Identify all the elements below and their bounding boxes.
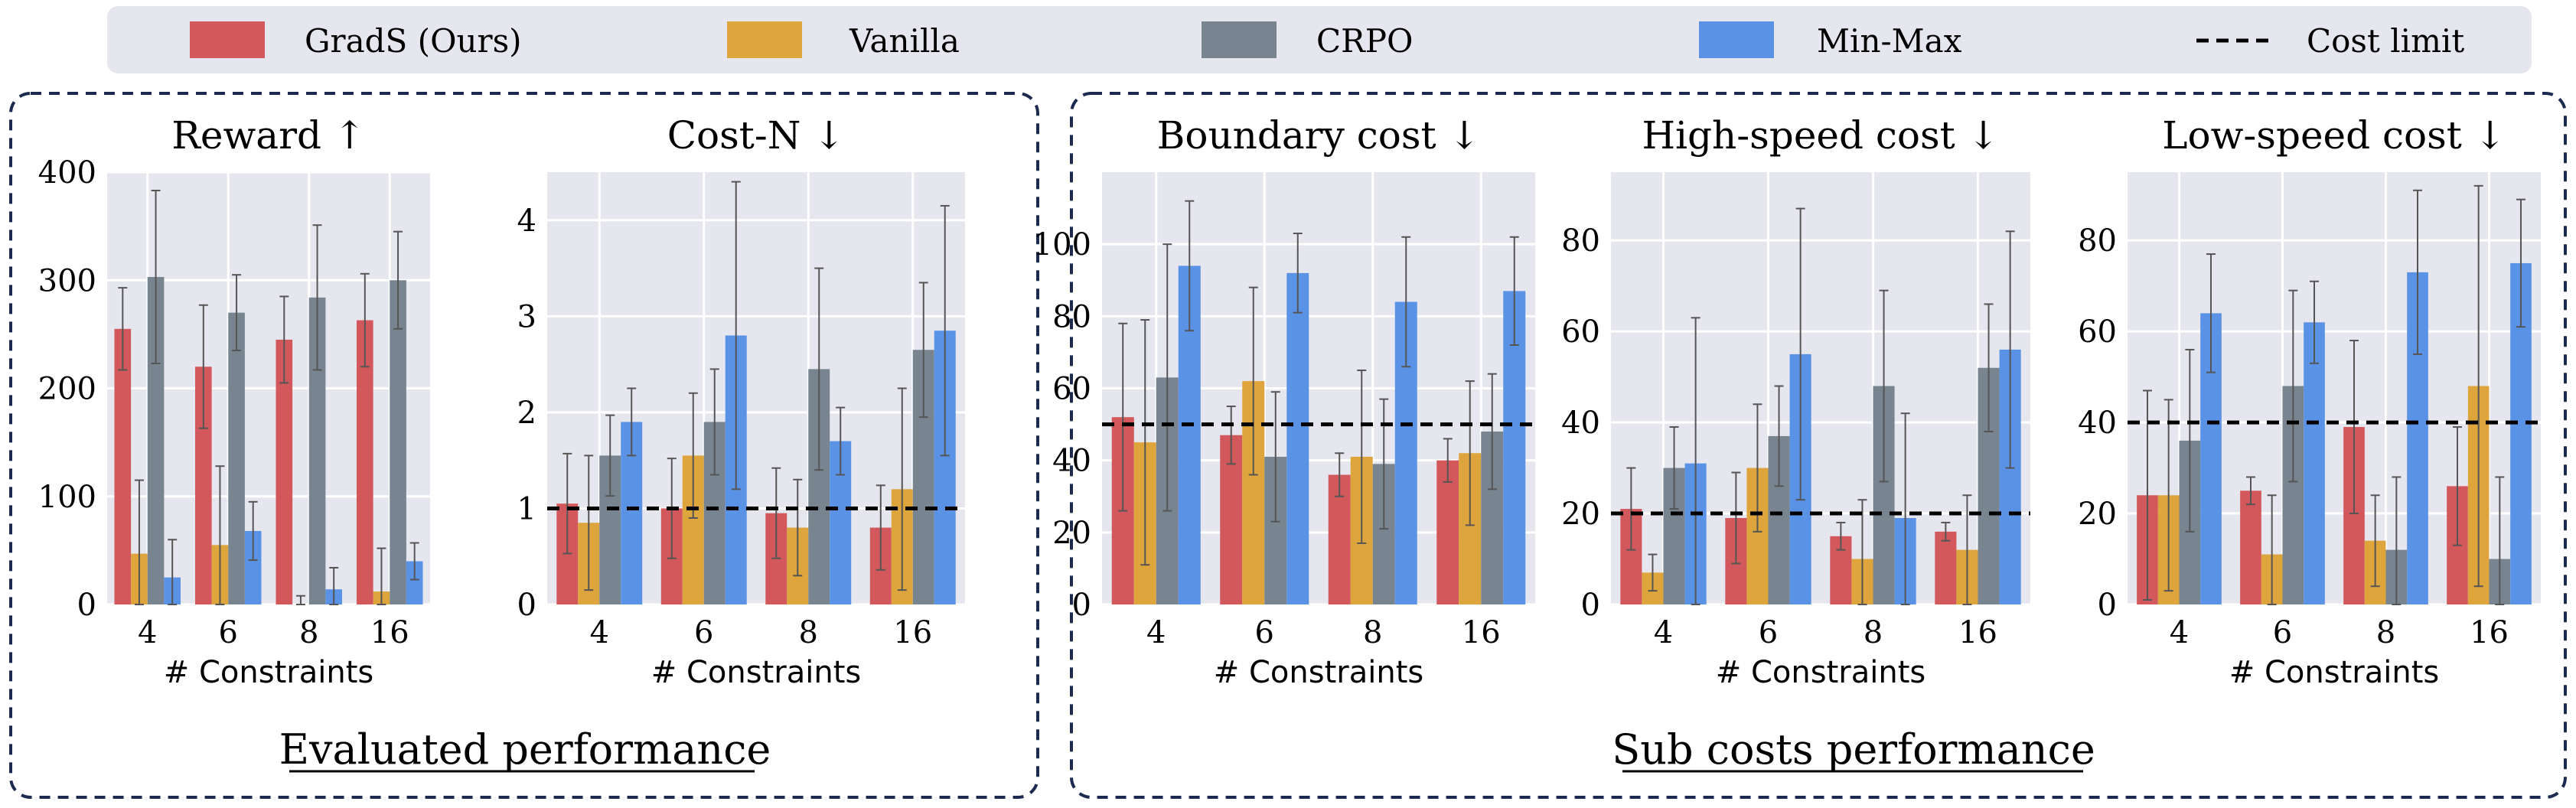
y-tick-label: 20: [2078, 497, 2117, 532]
panel-title: Low-speed cost ↓: [2162, 113, 2506, 158]
y-tick-label: 4: [517, 204, 536, 239]
x-tick-label: 8: [1363, 615, 1382, 650]
x-tick-label: 4: [138, 615, 157, 650]
bar-grads: [356, 320, 373, 604]
y-tick-label: 40: [1052, 444, 1091, 479]
y-tick-label: 1: [517, 491, 536, 526]
legend-label-minmax: Min-Max: [1817, 22, 1962, 60]
bar-minmax: [244, 530, 262, 604]
x-tick-label: 16: [1462, 615, 1501, 650]
y-tick-label: 60: [1561, 314, 1600, 350]
x-axis-label: # Constraints: [651, 655, 861, 690]
x-tick-label: 8: [299, 615, 318, 650]
bar-minmax: [2304, 322, 2325, 604]
legend-swatch-vanilla: [727, 21, 802, 58]
legend-swatch-minmax: [1699, 21, 1774, 58]
x-tick-label: 4: [1146, 615, 1166, 650]
panel-title: Cost-N ↓: [667, 113, 846, 158]
x-axis-label: # Constraints: [1214, 655, 1423, 690]
x-tick-label: 6: [1759, 615, 1778, 650]
y-tick-label: 0: [517, 588, 536, 623]
legend-swatch-crpo: [1202, 21, 1277, 58]
group-label-evaluated: Evaluated performance: [279, 725, 771, 774]
panel-boundary-cost: 0 20 40 60 80 100 4 6 8 16 # Constraints Boundary c…: [1033, 113, 1535, 690]
panel-cost-n: 0 1 2 3 4 4 6 8 16 # Constraints Cost-N ↓: [517, 113, 965, 690]
group-frame-subcosts: [1070, 92, 2567, 799]
bar-minmax: [1286, 272, 1309, 604]
x-tick-label: 16: [370, 615, 409, 650]
y-tick-label: 400: [38, 155, 96, 191]
y-tick-label: 0: [2098, 588, 2117, 623]
y-tick-label: 60: [1052, 372, 1091, 407]
bar-grads: [114, 328, 132, 604]
bar-grads: [276, 339, 293, 604]
x-tick-label: 16: [2470, 615, 2509, 650]
y-tick-label: 60: [2078, 314, 2117, 350]
legend-label-crpo: CRPO: [1316, 22, 1413, 60]
y-tick-label: 2: [517, 396, 536, 431]
y-tick-label: 20: [1561, 497, 1600, 532]
x-tick-label: 8: [799, 615, 818, 650]
x-axis-label: # Constraints: [1716, 655, 1925, 690]
bar-grads: [2240, 490, 2261, 604]
y-tick-label: 100: [38, 480, 96, 515]
x-tick-label: 4: [590, 615, 609, 650]
panel-title: Boundary cost ↓: [1157, 113, 1481, 158]
panel-low-speed-cost: 0 20 40 60 80 4 6 8 16 # Constraints Low-speed cos…: [2078, 113, 2541, 690]
x-tick-label: 8: [1864, 615, 1883, 650]
panel-high-speed-cost: 0 20 40 60 80 4 6 8 16 # Constraints High-speed co…: [1561, 113, 2030, 690]
x-tick-label: 4: [2170, 615, 2189, 650]
y-tick-label: 0: [77, 588, 96, 623]
legend-label-grads: GradS (Ours): [305, 22, 522, 60]
y-tick-label: 200: [38, 372, 96, 407]
x-tick-label: 8: [2376, 615, 2395, 650]
x-tick-label: 6: [694, 615, 713, 650]
bar-crpo: [308, 297, 326, 604]
y-tick-label: 40: [1561, 406, 1600, 441]
group-label-subcosts: Sub costs performance: [1612, 725, 2095, 774]
legend-swatch-grads: [190, 21, 265, 58]
group-frame-evaluated: [9, 92, 1039, 799]
y-tick-label: 80: [1561, 223, 1600, 259]
y-tick-label: 40: [2078, 406, 2117, 441]
legend-box: [107, 6, 2532, 73]
bar-crpo: [147, 277, 165, 604]
bar-grads: [194, 367, 212, 604]
bar-crpo: [228, 312, 245, 604]
x-tick-label: 6: [1255, 615, 1274, 650]
x-axis-label: # Constraints: [2229, 655, 2439, 690]
bar-minmax: [406, 561, 423, 604]
y-tick-label: 80: [1052, 299, 1091, 334]
x-tick-label: 4: [1654, 615, 1673, 650]
bar-crpo: [390, 280, 406, 604]
bar-grads: [1935, 531, 1957, 604]
y-tick-label: 0: [1581, 588, 1600, 623]
legend-label-cost-limit: Cost limit: [2307, 22, 2464, 60]
bar-grads: [1436, 460, 1459, 604]
x-tick-label: 6: [219, 615, 238, 650]
x-tick-label: 16: [893, 615, 932, 650]
y-tick-label: 100: [1033, 227, 1091, 262]
x-tick-label: 16: [1958, 615, 1997, 650]
y-tick-label: 300: [38, 263, 96, 298]
y-tick-label: 20: [1052, 516, 1091, 551]
panel-title: Reward ↑: [171, 113, 366, 158]
y-tick-label: 0: [1072, 588, 1091, 623]
x-tick-label: 6: [2273, 615, 2292, 650]
panel-reward: 0 100 200 300 400 4 6 8 16 # Constraints Reward ↑: [38, 113, 430, 690]
y-tick-label: 80: [2078, 223, 2117, 259]
legend-label-vanilla: Vanilla: [849, 22, 960, 60]
y-tick-label: 3: [517, 299, 536, 334]
panel-title: High-speed cost ↓: [1642, 113, 1999, 158]
x-axis-label: # Constraints: [164, 655, 373, 690]
